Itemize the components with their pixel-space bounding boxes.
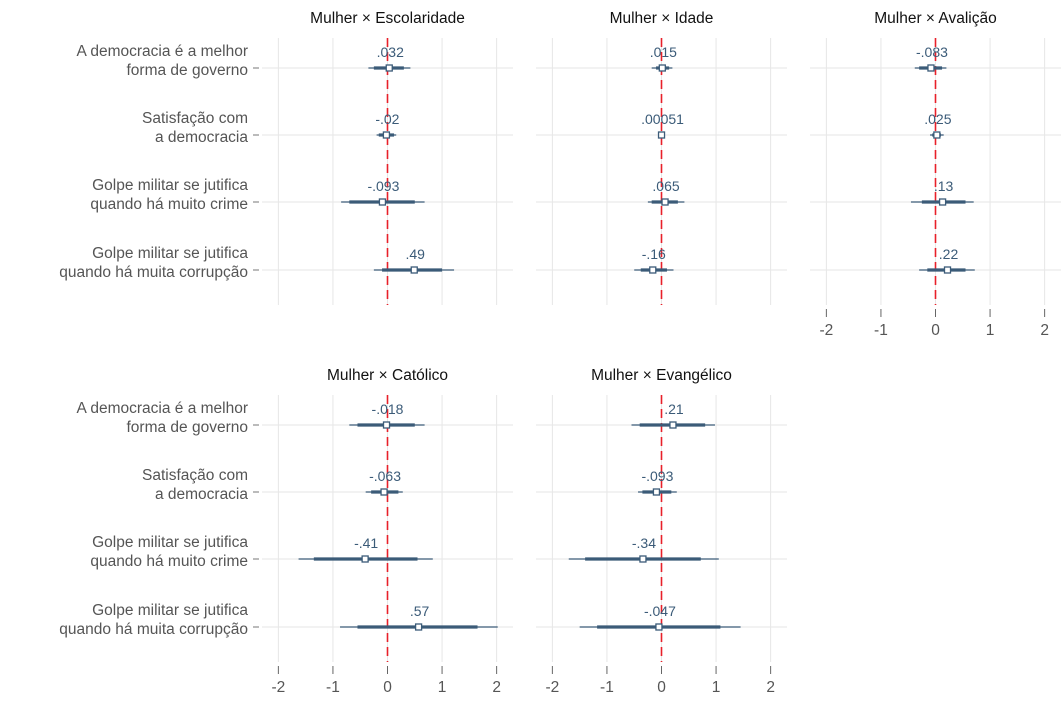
point-estimate-marker bbox=[943, 266, 952, 274]
point-estimate-label: -.02 bbox=[375, 111, 399, 127]
point-estimate-label: .57 bbox=[410, 603, 430, 619]
panel-title: Mulher × Evangélico bbox=[591, 367, 732, 384]
x-tick-label: 2 bbox=[492, 679, 501, 696]
category-label: Golpe militar se jutifica quando há muito… bbox=[90, 534, 248, 570]
panel-2: Mulher × Idade .015 .00051 .065 -.16 bbox=[536, 10, 787, 305]
category-label: A democracia é a melhor forma de governo bbox=[77, 43, 248, 79]
x-tick-label: -1 bbox=[600, 679, 614, 696]
x-tick-label: -1 bbox=[326, 679, 340, 696]
point-estimate-marker bbox=[927, 64, 935, 72]
point-estimate-label: .22 bbox=[939, 246, 959, 262]
category-label-line: forma de governo bbox=[127, 419, 249, 436]
point-estimate-label: .00051 bbox=[641, 111, 684, 127]
point-estimate-marker bbox=[385, 64, 393, 72]
category-label-line: Golpe militar se jutifica bbox=[92, 602, 248, 619]
category-label-line: quando há muito crime bbox=[90, 196, 248, 213]
category-label-line: Golpe militar se jutifica bbox=[92, 245, 248, 262]
point-estimate-marker bbox=[649, 266, 657, 274]
point-estimate-label: -.093 bbox=[367, 178, 399, 194]
x-tick-label: -2 bbox=[545, 679, 559, 696]
point-estimate-label: -.093 bbox=[641, 468, 673, 484]
point-estimate-marker bbox=[657, 131, 666, 139]
point-estimate-marker bbox=[382, 421, 391, 429]
x-tick-label: -1 bbox=[874, 322, 888, 339]
point-estimate-marker bbox=[380, 488, 388, 496]
x-tick-label: 2 bbox=[1040, 322, 1049, 339]
panel-4: Mulher × Católico A democracia é a melhor… bbox=[59, 367, 513, 696]
point-estimate-label: .13 bbox=[934, 178, 954, 194]
point-estimate-label: -.047 bbox=[644, 603, 676, 619]
category-label-line: Golpe militar se jutifica bbox=[92, 177, 248, 194]
point-estimate-label: -.083 bbox=[916, 44, 948, 60]
point-estimate-marker bbox=[658, 64, 666, 72]
point-estimate-label: -.34 bbox=[632, 535, 656, 551]
point-estimate-marker bbox=[639, 555, 647, 563]
category-label: Golpe militar se jutifica quando há muita… bbox=[59, 602, 248, 638]
point-estimate-label: -.16 bbox=[642, 246, 666, 262]
point-estimate-marker bbox=[378, 198, 387, 206]
panel-title: Mulher × Avalição bbox=[874, 10, 997, 27]
category-label-line: Golpe militar se jutifica bbox=[92, 534, 248, 551]
category-label: A democracia é a melhor forma de governo bbox=[77, 400, 248, 436]
panel-title: Mulher × Escolaridade bbox=[310, 10, 465, 27]
x-tick-label: 2 bbox=[766, 679, 775, 696]
category-label-line: Satisfação com bbox=[142, 110, 248, 127]
point-estimate-marker bbox=[361, 555, 369, 563]
point-estimate-label: .21 bbox=[664, 401, 684, 417]
x-tick-label: 1 bbox=[438, 679, 447, 696]
point-estimate-marker bbox=[655, 623, 663, 631]
point-estimate-label: .032 bbox=[377, 44, 404, 60]
point-estimate-marker bbox=[661, 198, 669, 206]
point-estimate-label: .065 bbox=[652, 178, 679, 194]
point-estimate-marker bbox=[652, 488, 661, 496]
x-tick-label: -2 bbox=[819, 322, 833, 339]
category-label-line: quando há muita corrupção bbox=[59, 621, 248, 638]
point-estimate-marker bbox=[933, 131, 941, 139]
category-label-line: a democracia bbox=[155, 486, 248, 503]
point-estimate-marker bbox=[414, 623, 423, 631]
category-label-line: quando há muito crime bbox=[90, 553, 248, 570]
point-estimate-marker bbox=[669, 421, 677, 429]
category-label: Golpe militar se jutifica quando há muita… bbox=[59, 245, 248, 281]
x-tick-label: 0 bbox=[383, 679, 392, 696]
point-estimate-label: .025 bbox=[924, 111, 951, 127]
category-label-line: a democracia bbox=[155, 129, 248, 146]
point-estimate-label: .49 bbox=[406, 246, 426, 262]
point-estimate-marker bbox=[410, 266, 418, 274]
point-estimate-marker bbox=[938, 198, 947, 206]
category-label-line: A democracia é a melhor bbox=[77, 400, 248, 417]
point-estimate-label: -.41 bbox=[354, 535, 378, 551]
category-label-line: quando há muita corrupção bbox=[59, 264, 248, 281]
category-label-line: Satisfação com bbox=[142, 467, 248, 484]
point-estimate-label: -.063 bbox=[369, 468, 401, 484]
x-tick-label: 0 bbox=[657, 679, 666, 696]
panel-title: Mulher × Católico bbox=[327, 367, 448, 384]
category-label: Satisfação com a democracia bbox=[142, 467, 248, 503]
panel-3: Mulher × Avalição -2 -1 0 1 2 -.083 .025 .13 .22 bbox=[810, 10, 1061, 339]
x-tick-label: 1 bbox=[986, 322, 995, 339]
x-tick-label: -2 bbox=[271, 679, 285, 696]
point-estimate-marker bbox=[382, 131, 391, 139]
panel-title: Mulher × Idade bbox=[610, 10, 714, 27]
point-estimate-label: .015 bbox=[650, 44, 677, 60]
panel-5: Mulher × Evangélico -2 -1 0 1 2 .21 -.093 -.34 -.… bbox=[536, 367, 787, 696]
category-label: Satisfação com a democracia bbox=[142, 110, 248, 146]
point-estimate-label: -.018 bbox=[372, 401, 404, 417]
x-tick-label: 1 bbox=[712, 679, 721, 696]
panel-1: Mulher × Escolaridade A democracia é a me… bbox=[59, 10, 513, 305]
category-label-line: A democracia é a melhor bbox=[77, 43, 248, 60]
category-label: Golpe militar se jutifica quando há muito… bbox=[90, 177, 248, 213]
panels-layer: Mulher × Escolaridade A democracia é a me… bbox=[59, 10, 1061, 696]
x-tick-label: 0 bbox=[931, 322, 940, 339]
category-label-line: forma de governo bbox=[127, 62, 249, 79]
